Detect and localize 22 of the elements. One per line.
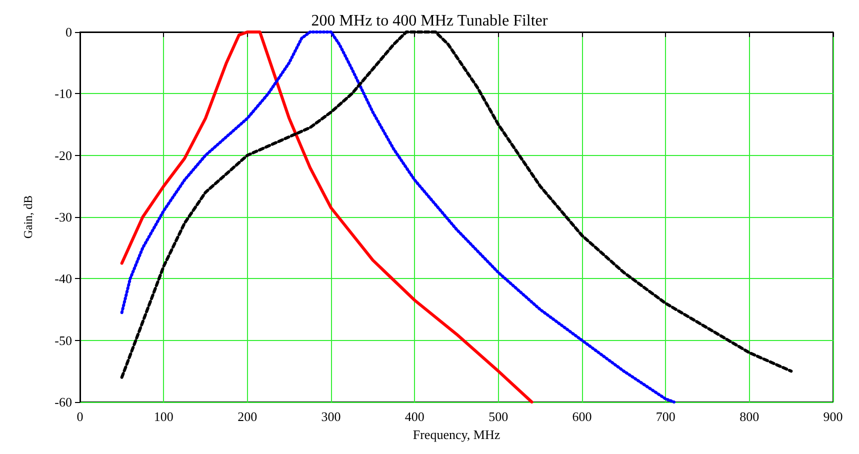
- x-tick-label: 300: [321, 409, 341, 424]
- x-tick-label: 900: [823, 409, 843, 424]
- x-tick-label: 700: [656, 409, 676, 424]
- y-tick-label: -30: [54, 210, 72, 224]
- line-series: [120, 30, 534, 404]
- x-tick-label: 500: [488, 409, 508, 424]
- x-tick-label: 400: [404, 409, 424, 424]
- x-tick-label: 0: [76, 409, 84, 424]
- x-tick-label: 200: [238, 409, 258, 424]
- y-tick-label: -20: [54, 148, 72, 163]
- x-tick-label: 600: [572, 409, 592, 424]
- chart-title: 200 MHz to 400 MHz Tunable Filter: [311, 12, 548, 30]
- y-axis-title: Gain, dB: [21, 195, 35, 239]
- y-tick-label: -50: [54, 332, 72, 348]
- y-tick-label: -60: [54, 394, 72, 410]
- x-tick-label: 800: [740, 409, 760, 424]
- x-tick-label: 100: [154, 409, 174, 424]
- x-axis-title: Frequency, MHz: [412, 427, 500, 442]
- y-tick-label: -40: [54, 271, 72, 286]
- y-tick-label: 0: [66, 24, 72, 40]
- line-series: [120, 30, 676, 404]
- y-tick-label: -10: [54, 86, 72, 102]
